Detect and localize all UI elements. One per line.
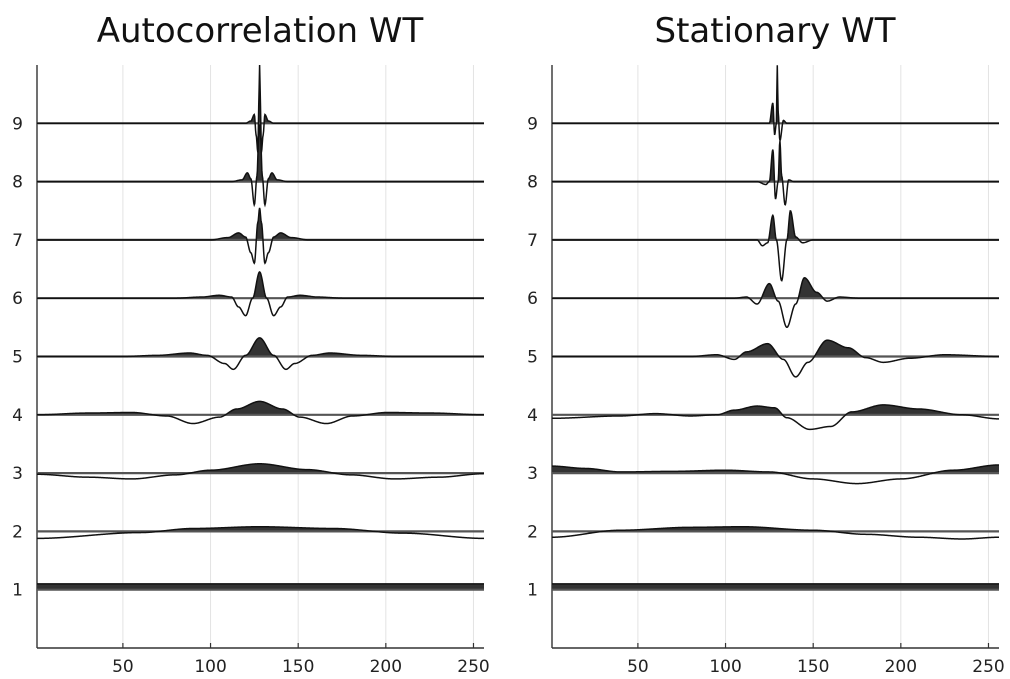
x-tick-label-right: 250 bbox=[972, 657, 1004, 677]
x-tick-label-left: 250 bbox=[457, 657, 489, 677]
positive-fill-level-6-left bbox=[37, 271, 484, 299]
series-line-level-7-right bbox=[552, 210, 999, 282]
plot-area-right: 50 100 150 200 250 1 2 3 4 5 6 7 8 9 bbox=[527, 65, 1005, 677]
positive-fill-level-7-right bbox=[768, 210, 800, 240]
series-line-level-6-left bbox=[37, 271, 484, 317]
positive-fill-level-1-left bbox=[37, 583, 484, 590]
y-tick-label-right: 4 bbox=[527, 406, 538, 426]
x-tick-label-right: 50 bbox=[627, 657, 649, 677]
x-tick-label-right: 100 bbox=[709, 657, 741, 677]
positive-fill-level-5-left bbox=[37, 337, 484, 357]
series-line-level-2-right bbox=[552, 525, 999, 540]
x-tick-label-left: 200 bbox=[370, 657, 402, 677]
y-tick-label-right: 2 bbox=[527, 522, 538, 542]
x-tick-label-right: 150 bbox=[797, 657, 829, 677]
series-line-level-7-left bbox=[37, 207, 484, 265]
y-tick-label-left: 1 bbox=[12, 581, 23, 601]
y-tick-label-left: 2 bbox=[12, 522, 23, 542]
series-group-right bbox=[552, 65, 999, 591]
positive-fill-level-5-right bbox=[552, 340, 999, 357]
positive-fill-level-2-right bbox=[552, 526, 999, 532]
series-line-level-9-left bbox=[37, 65, 484, 153]
y-tick-label-right: 5 bbox=[527, 348, 538, 368]
positive-fill-level-6-right bbox=[552, 277, 999, 299]
series-line-level-8-right bbox=[552, 140, 999, 206]
x-tick-label-left: 50 bbox=[112, 657, 134, 677]
positive-fill-level-3-left bbox=[37, 463, 484, 474]
series-line-level-2-left bbox=[37, 525, 484, 540]
positive-fill-level-4-left bbox=[38, 401, 483, 415]
series-group-left bbox=[37, 65, 484, 591]
series-line-level-6-right bbox=[552, 277, 999, 329]
positive-fill-level-7-left bbox=[210, 207, 309, 240]
y-tick-label-left: 6 bbox=[12, 289, 23, 309]
chart-title-left: Autocorrelation WT bbox=[97, 11, 424, 51]
x-tick-label-left: 100 bbox=[194, 657, 226, 677]
series-line-level-3-right bbox=[552, 464, 999, 485]
y-tick-label-left: 7 bbox=[12, 231, 23, 251]
y-tick-label-right: 3 bbox=[527, 464, 538, 484]
x-tick-label-left: 150 bbox=[282, 657, 314, 677]
series-line-level-3-left bbox=[37, 463, 484, 480]
x-tick-label-right: 200 bbox=[885, 657, 917, 677]
y-tick-label-right: 6 bbox=[527, 289, 538, 309]
positive-fill-level-3-right bbox=[552, 464, 999, 474]
series-line-level-5-right bbox=[552, 339, 999, 378]
y-tick-label-right: 8 bbox=[527, 173, 538, 193]
positive-fill-level-8-left bbox=[37, 123, 484, 182]
y-tick-label-right: 1 bbox=[527, 581, 538, 601]
panel-left: Autocorrelation WT 50 100 150 200 250 1 2 3 4 5 6 7… bbox=[12, 11, 490, 677]
y-tick-label-right: 9 bbox=[527, 114, 538, 134]
series-line-level-5-left bbox=[37, 337, 484, 371]
y-tick-label-left: 3 bbox=[12, 464, 23, 484]
series-line-level-9-right bbox=[552, 65, 999, 142]
chart-title-right: Stationary WT bbox=[654, 11, 895, 51]
y-tick-label-left: 8 bbox=[12, 173, 23, 193]
panel-right: Stationary WT 50 100 150 200 250 1 2 3 4 5 6 7 8 9 bbox=[527, 11, 1005, 677]
series-line-level-4-right bbox=[552, 404, 999, 431]
y-tick-label-left: 4 bbox=[12, 406, 23, 426]
positive-fill-level-2-left bbox=[37, 526, 484, 532]
y-tick-label-right: 7 bbox=[527, 231, 538, 251]
y-tick-label-left: 5 bbox=[12, 348, 23, 368]
y-tick-label-left: 9 bbox=[12, 114, 23, 134]
plot-area-left: 50 100 150 200 250 1 2 3 4 5 6 7 8 9 bbox=[12, 65, 490, 677]
positive-fill-level-4-right bbox=[637, 404, 962, 415]
series-line-level-4-left bbox=[37, 400, 484, 425]
positive-fill-level-1-right bbox=[552, 583, 999, 590]
